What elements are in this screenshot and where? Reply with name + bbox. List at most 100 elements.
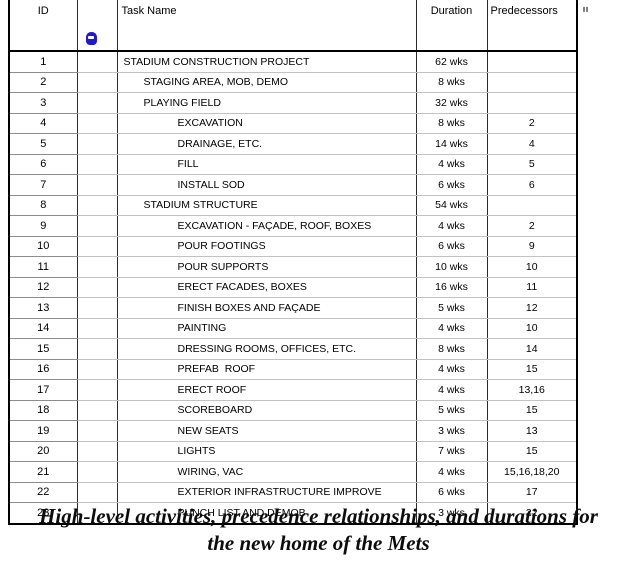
cell-predecessors[interactable]: 4 [487, 133, 577, 155]
cell-duration[interactable]: 62 wks [416, 51, 488, 73]
cell-id[interactable]: 20 [9, 441, 78, 462]
cell-duration[interactable]: 3 wks [416, 502, 488, 524]
column-header-task-name[interactable]: Task Name [117, 0, 417, 52]
cell-duration[interactable]: 6 wks [416, 236, 488, 257]
cell-indicator[interactable] [77, 174, 118, 196]
cell-id[interactable]: 16 [9, 359, 78, 380]
cell-task-name[interactable]: POUR SUPPORTS [117, 256, 417, 278]
cell-task-name[interactable]: EXCAVATION [117, 113, 417, 134]
cell-duration[interactable]: 6 wks [416, 482, 488, 503]
cell-duration[interactable]: 14 wks [416, 133, 488, 155]
cell-id[interactable]: 15 [9, 338, 78, 360]
cell-duration[interactable]: 5 wks [416, 400, 488, 421]
cell-id[interactable]: 10 [9, 236, 78, 257]
cell-indicator[interactable] [77, 133, 118, 155]
cell-duration[interactable]: 32 wks [416, 92, 488, 114]
cell-id[interactable]: 1 [9, 51, 78, 73]
cell-task-name[interactable]: FILL [117, 154, 417, 175]
cell-id[interactable]: 12 [9, 277, 78, 298]
cell-id[interactable]: 3 [9, 92, 78, 114]
cell-indicator[interactable] [77, 297, 118, 319]
cell-id[interactable]: 8 [9, 195, 78, 216]
cell-duration[interactable]: 6 wks [416, 174, 488, 196]
cell-indicator[interactable] [77, 441, 118, 462]
cell-duration[interactable]: 10 wks [416, 256, 488, 278]
cell-duration[interactable]: 4 wks [416, 359, 488, 380]
cell-task-name[interactable]: DRESSING ROOMS, OFFICES, ETC. [117, 338, 417, 360]
cell-predecessors[interactable]: 15,16,18,20 [487, 461, 577, 483]
cell-predecessors[interactable]: 14 [487, 338, 577, 360]
cell-predecessors[interactable]: 13,16 [487, 379, 577, 401]
cell-duration[interactable]: 8 wks [416, 72, 488, 93]
column-header-predecessors[interactable]: Predecessors [487, 0, 577, 52]
cell-predecessors[interactable]: 2 [487, 113, 577, 134]
column-header-duration[interactable]: Duration [416, 0, 488, 52]
cell-indicator[interactable] [77, 420, 118, 442]
cell-task-name[interactable]: PREFAB ROOF [117, 359, 417, 380]
cell-id[interactable]: 14 [9, 318, 78, 339]
cell-predecessors[interactable]: 15 [487, 400, 577, 421]
cell-task-name[interactable]: DRAINAGE, ETC. [117, 133, 417, 155]
cell-duration[interactable]: 7 wks [416, 441, 488, 462]
cell-predecessors[interactable] [487, 51, 577, 73]
cell-id[interactable]: 4 [9, 113, 78, 134]
cell-task-name[interactable]: PAINTING [117, 318, 417, 339]
cell-task-name[interactable]: FINISH BOXES AND FAÇADE [117, 297, 417, 319]
cell-predecessors[interactable] [487, 92, 577, 114]
cell-indicator[interactable] [77, 154, 118, 175]
cell-task-name[interactable]: STAGING AREA, MOB, DEMO [117, 72, 417, 93]
cell-indicator[interactable] [77, 256, 118, 278]
cell-id[interactable]: 19 [9, 420, 78, 442]
cell-duration[interactable]: 4 wks [416, 461, 488, 483]
cell-task-name[interactable]: EXTERIOR INFRASTRUCTURE IMPROVE [117, 482, 417, 503]
cell-indicator[interactable] [77, 195, 118, 216]
column-header-indicators[interactable] [77, 0, 118, 52]
cell-id[interactable]: 11 [9, 256, 78, 278]
cell-indicator[interactable] [77, 51, 118, 73]
cell-id[interactable]: 6 [9, 154, 78, 175]
cell-duration[interactable]: 3 wks [416, 420, 488, 442]
cell-indicator[interactable] [77, 277, 118, 298]
cell-indicator[interactable] [77, 113, 118, 134]
cell-task-name[interactable]: INSTALL SOD [117, 174, 417, 196]
cell-id[interactable]: 13 [9, 297, 78, 319]
cell-id[interactable]: 7 [9, 174, 78, 196]
cell-duration[interactable]: 5 wks [416, 297, 488, 319]
cell-indicator[interactable] [77, 92, 118, 114]
cell-task-name[interactable]: POUR FOOTINGS [117, 236, 417, 257]
cell-task-name[interactable]: EXCAVATION - FAÇADE, ROOF, BOXES [117, 215, 417, 237]
cell-indicator[interactable] [77, 72, 118, 93]
cell-id[interactable]: 17 [9, 379, 78, 401]
cell-duration[interactable]: 8 wks [416, 113, 488, 134]
cell-predecessors[interactable]: 2 [487, 215, 577, 237]
cell-id[interactable]: 2 [9, 72, 78, 93]
cell-task-name[interactable]: SCOREBOARD [117, 400, 417, 421]
cell-predecessors[interactable]: 11 [487, 277, 577, 298]
cell-id[interactable]: 21 [9, 461, 78, 483]
cell-id[interactable]: 9 [9, 215, 78, 237]
cell-duration[interactable]: 4 wks [416, 318, 488, 339]
cell-predecessors[interactable]: 6 [487, 174, 577, 196]
cell-indicator[interactable] [77, 318, 118, 339]
cell-task-name[interactable]: STADIUM STRUCTURE [117, 195, 417, 216]
cell-indicator[interactable] [77, 236, 118, 257]
cell-indicator[interactable] [77, 215, 118, 237]
cell-task-name[interactable]: PUNCH LIST AND DEMOB [117, 502, 417, 524]
cell-task-name[interactable]: ERECT ROOF [117, 379, 417, 401]
cell-indicator[interactable] [77, 359, 118, 380]
cell-predecessors[interactable]: 15 [487, 359, 577, 380]
cell-task-name[interactable]: WIRING, VAC [117, 461, 417, 483]
cell-duration[interactable]: 4 wks [416, 379, 488, 401]
cell-indicator[interactable] [77, 400, 118, 421]
cell-duration[interactable]: 4 wks [416, 215, 488, 237]
cell-duration[interactable]: 54 wks [416, 195, 488, 216]
cell-predecessors[interactable]: 5 [487, 154, 577, 175]
cell-predecessors[interactable]: 12 [487, 297, 577, 319]
cell-predecessors[interactable]: 17 [487, 482, 577, 503]
cell-indicator[interactable] [77, 379, 118, 401]
cell-predecessors[interactable]: 10 [487, 318, 577, 339]
cell-indicator[interactable] [77, 461, 118, 483]
cell-duration[interactable]: 8 wks [416, 338, 488, 360]
cell-predecessors[interactable]: 13 [487, 420, 577, 442]
cell-indicator[interactable] [77, 338, 118, 360]
